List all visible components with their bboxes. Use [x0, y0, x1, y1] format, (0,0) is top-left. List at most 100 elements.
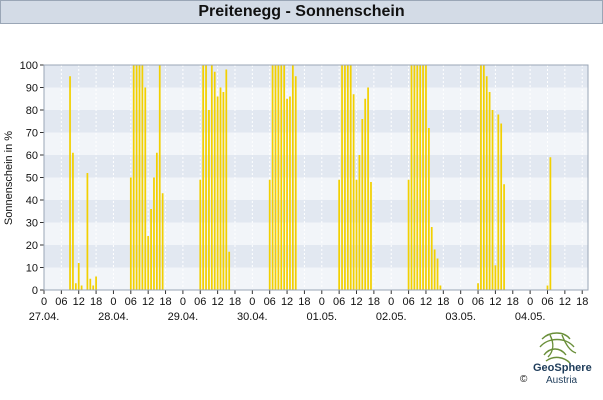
- sunshine-bar: [155, 152, 158, 290]
- y-tick-label: 0: [32, 285, 38, 297]
- x-tick-label: 06: [541, 296, 553, 308]
- sunshine-bar: [274, 65, 277, 290]
- sunshine-bar: [546, 285, 549, 290]
- brand-name: GeoSphere: [533, 362, 592, 374]
- sunshine-bar: [95, 276, 97, 290]
- sunshine-bar: [439, 285, 442, 290]
- x-tick-label: 12: [142, 296, 154, 308]
- day-label: 01.05.: [306, 311, 337, 323]
- sunshine-bar: [158, 65, 161, 290]
- sunshine-bar: [367, 87, 369, 290]
- sunshine-bar: [352, 94, 355, 290]
- sunshine-bar: [289, 96, 291, 290]
- chart-title-bar: Preitenegg - Sonnenschein: [0, 0, 603, 24]
- sunshine-bar: [430, 227, 433, 290]
- plot-band: [44, 177, 588, 200]
- y-tick-label: 30: [26, 218, 38, 230]
- x-tick-label: 0: [110, 296, 116, 308]
- plot-band: [44, 200, 588, 223]
- sunshine-bar: [216, 96, 219, 290]
- x-tick-label: 12: [350, 296, 362, 308]
- sunshine-bar: [135, 65, 138, 290]
- x-tick-label: 12: [559, 296, 571, 308]
- sunshine-bar: [355, 179, 358, 290]
- plot-band: [44, 155, 588, 178]
- sunshine-bar: [480, 65, 482, 290]
- x-axis-ticks: 0 06 12 18 0 06 12 18 0 06 12 18 0 06 12 18 0 06 12 18 0 06 12…: [29, 290, 588, 323]
- sunshine-bar: [364, 98, 367, 290]
- sunshine-bar: [370, 182, 372, 290]
- x-tick-label: 18: [368, 296, 380, 308]
- sunshine-bar: [419, 65, 422, 290]
- sunshine-bar: [291, 65, 294, 290]
- sunshine-bar: [286, 98, 288, 290]
- sunshine-bar: [294, 76, 297, 290]
- x-tick-label: 06: [194, 296, 206, 308]
- x-tick-label: 0: [41, 296, 47, 308]
- sunshine-bars: [69, 65, 552, 290]
- brand-subtitle: Austria: [546, 375, 578, 386]
- x-tick-label: 06: [125, 296, 137, 308]
- x-tick-label: 06: [472, 296, 484, 308]
- sunshine-bar: [503, 184, 505, 290]
- sunshine-bar: [132, 65, 135, 290]
- plot-band: [44, 222, 588, 245]
- sunshine-bar: [138, 65, 141, 290]
- sunshine-bar: [477, 283, 479, 290]
- sunshine-bar: [344, 65, 346, 290]
- x-tick-label: 12: [73, 296, 85, 308]
- sunshine-bar: [210, 65, 213, 290]
- y-tick-label: 70: [26, 128, 38, 140]
- chart-title: Preitenegg - Sonnenschein: [198, 3, 405, 20]
- x-tick-label: 0: [388, 296, 394, 308]
- y-tick-label: 100: [20, 60, 38, 72]
- sunshine-bar: [271, 65, 274, 290]
- sunshine-bar: [92, 285, 95, 290]
- sunshine-bar: [205, 65, 207, 290]
- sunshine-bar: [150, 209, 152, 290]
- x-tick-label: 18: [229, 296, 241, 308]
- day-label: 30.04.: [237, 311, 268, 323]
- x-tick-label: 06: [55, 296, 67, 308]
- x-tick-label: 12: [489, 296, 501, 308]
- plot-band: [44, 65, 588, 88]
- sunshine-bar: [208, 110, 210, 290]
- sunshine-bar: [497, 114, 500, 290]
- y-tick-label: 20: [26, 240, 38, 252]
- y-axis-ticks: 0 10 20 30 40 50 60 70 80 90 100: [20, 60, 44, 297]
- x-tick-label: 06: [333, 296, 345, 308]
- sunshine-bar: [89, 278, 92, 290]
- x-tick-label: 06: [264, 296, 276, 308]
- sunshine-bar: [80, 285, 83, 290]
- x-tick-label: 0: [180, 296, 186, 308]
- plot-band: [44, 267, 588, 290]
- vertical-gridlines: [43, 65, 583, 290]
- geosphere-logo-icon: [539, 332, 577, 364]
- y-tick-label: 90: [26, 83, 38, 95]
- sunshine-bar: [225, 69, 228, 290]
- x-tick-label: 18: [298, 296, 310, 308]
- plot-band: [44, 110, 588, 133]
- day-label: 03.05.: [445, 311, 476, 323]
- sunshine-bar: [427, 128, 430, 290]
- plot-band: [44, 245, 588, 268]
- sunshine-bar: [361, 119, 364, 290]
- sunshine-bar: [488, 92, 491, 290]
- sunshine-bar: [413, 65, 416, 290]
- sunshine-bar: [494, 265, 497, 290]
- x-tick-label: 18: [90, 296, 102, 308]
- x-tick-label: 18: [576, 296, 588, 308]
- day-label: 28.04.: [98, 311, 129, 323]
- y-tick-label: 60: [26, 150, 38, 162]
- plot-band: [44, 132, 588, 155]
- x-tick-label: 12: [211, 296, 223, 308]
- x-tick-label: 12: [420, 296, 432, 308]
- y-tick-label: 80: [26, 105, 38, 117]
- sunshine-bar: [202, 65, 205, 290]
- x-tick-label: 0: [458, 296, 464, 308]
- x-tick-label: 06: [402, 296, 414, 308]
- sunshine-bar: [436, 258, 439, 290]
- sunshine-bar: [69, 76, 71, 290]
- plot-frame: [43, 64, 589, 291]
